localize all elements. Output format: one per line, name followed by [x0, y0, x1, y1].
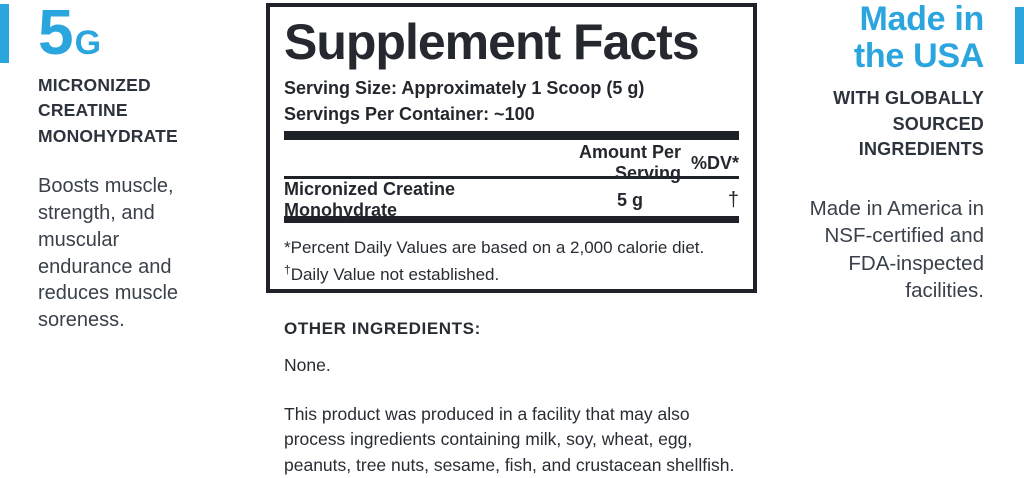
allergen-statement-line: peanuts, tree nuts, sesame, fish, and cr…	[284, 454, 735, 475]
dose-unit: G	[74, 24, 102, 62]
divider-thick	[284, 216, 739, 223]
left-edge-accent-bar	[0, 4, 9, 63]
servings-per-container: Servings Per Container: ~100	[284, 104, 535, 124]
divider-thin	[284, 176, 739, 179]
product-description-line: Boosts muscle,	[38, 175, 174, 198]
ingredient-dv: †	[727, 188, 739, 211]
other-ingredients-value: None.	[284, 355, 331, 375]
ingredient-row: Micronized Creatine Monohydrate 5 g †	[284, 179, 739, 220]
right-edge-accent-bar	[1015, 7, 1024, 64]
allergen-statement: This product was produced in a facility …	[284, 402, 754, 478]
usa-title-line: Made in	[859, 0, 985, 38]
product-description-line: muscular	[38, 228, 120, 251]
other-ingredients-label: OTHER INGREDIENTS:	[284, 319, 481, 338]
usa-description-line: Made in America in	[809, 196, 984, 220]
product-description: Boosts muscle, strength, and muscular en…	[38, 173, 253, 334]
usa-subheading-line: SOURCED	[892, 113, 984, 134]
usa-title: Made in the USA	[734, 1, 984, 75]
amount-per-serving-header: Amount Per Serving	[578, 142, 681, 183]
product-heading-line: MICRONIZED	[38, 75, 151, 95]
made-in-usa-column: Made in the USA WITH GLOBALLY SOURCED IN…	[734, 0, 985, 305]
usa-subheading-line: INGREDIENTS	[858, 139, 984, 159]
facts-footnotes: *Percent Daily Values are based on a 2,0…	[284, 234, 739, 288]
usa-description-line: facilities.	[905, 279, 984, 302]
benefit-column: 5 G MICRONIZED CREATINE MONOHYDRATE Boos…	[38, 0, 253, 334]
footnote-daily-value-text: Daily Value not established.	[290, 265, 500, 284]
ingredient-name: Micronized Creatine Monohydrate	[284, 179, 456, 220]
facts-title: Supplement Facts	[284, 14, 700, 70]
ingredient-amount: 5 g	[616, 189, 643, 210]
supplement-facts-panel: Supplement Facts Serving Size: Approxima…	[266, 3, 757, 293]
dv-header: %DV*	[690, 152, 739, 173]
allergen-statement-line: This product was produced in a facility …	[284, 404, 690, 424]
allergen-statement-line: process ingredients containing milk, soy…	[284, 429, 693, 450]
dagger-mark: †	[284, 262, 291, 277]
usa-title-line: the USA	[853, 37, 984, 75]
usa-description-line: NSF-certified and	[824, 224, 984, 247]
footnote-daily-value: †Daily Value not established.	[284, 261, 739, 288]
usa-description: Made in America in NSF-certified and FDA…	[734, 195, 984, 305]
product-heading-line: CREATINE	[38, 100, 128, 121]
facts-header-row: Amount Per Serving %DV*	[284, 142, 739, 183]
product-description-line: strength, and	[38, 202, 155, 225]
product-description-line: endurance and	[38, 255, 172, 278]
divider-thick	[284, 131, 739, 140]
footnote-percent-dv: *Percent Daily Values are based on a 2,0…	[284, 238, 705, 257]
usa-subheading: WITH GLOBALLY SOURCED INGREDIENTS	[734, 86, 984, 163]
product-heading: MICRONIZED CREATINE MONOHYDRATE	[38, 73, 253, 149]
dose-headline: 5 G	[38, 0, 253, 68]
product-description-line: reduces muscle	[38, 282, 179, 305]
dose-value: 5	[38, 0, 74, 68]
usa-description-line: FDA-inspected	[848, 251, 984, 275]
product-heading-line: MONOHYDRATE	[38, 125, 178, 146]
serving-size: Serving Size: Approximately 1 Scoop (5 g…	[284, 78, 645, 98]
usa-subheading-line: WITH GLOBALLY	[833, 88, 984, 108]
product-description-line: soreness.	[38, 309, 125, 332]
other-ingredients-section: OTHER INGREDIENTS: None. This product wa…	[284, 319, 754, 478]
